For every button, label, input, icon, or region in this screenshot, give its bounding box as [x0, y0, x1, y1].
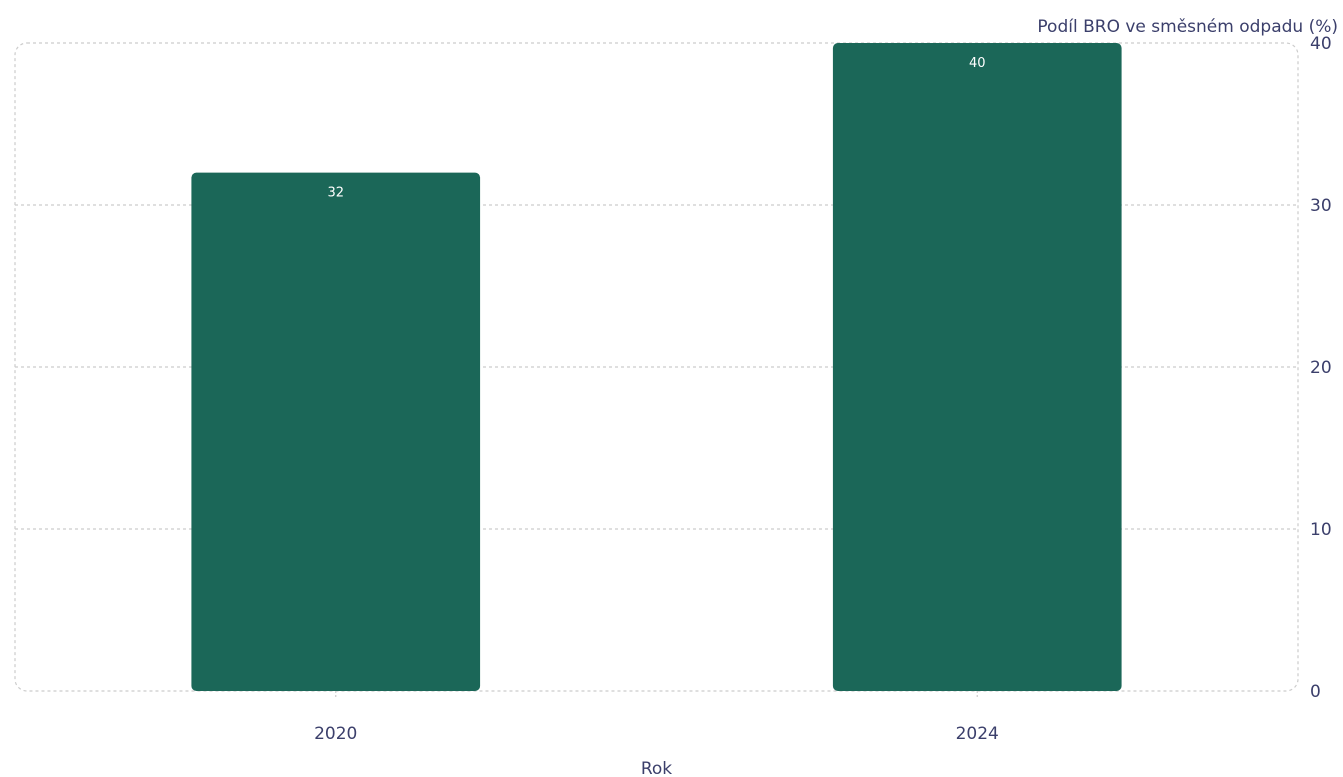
bar-data-label: 40 [969, 56, 986, 71]
x-axis-title: Rok [641, 759, 672, 777]
x-tick-label: 2024 [956, 724, 999, 744]
y-axis-ticks: 0 10 20 30 40 [1310, 34, 1332, 702]
y-tick-label: 30 [1310, 196, 1332, 216]
x-axis-ticks: 2020 2024 [314, 691, 999, 744]
bar-data-label: 32 [327, 186, 344, 201]
y-tick-label: 40 [1310, 34, 1332, 54]
y-tick-label: 0 [1310, 682, 1321, 702]
bar-2024 [832, 43, 1122, 691]
y-tick-label: 20 [1310, 358, 1332, 378]
x-tick-label: 2020 [314, 724, 357, 744]
bar-2020 [191, 172, 481, 692]
y-axis-title: Podíl BRO ve směsném odpadu (%) [1037, 17, 1338, 37]
bars-layer: 32 40 [191, 43, 1122, 692]
y-tick-label: 10 [1310, 520, 1332, 540]
